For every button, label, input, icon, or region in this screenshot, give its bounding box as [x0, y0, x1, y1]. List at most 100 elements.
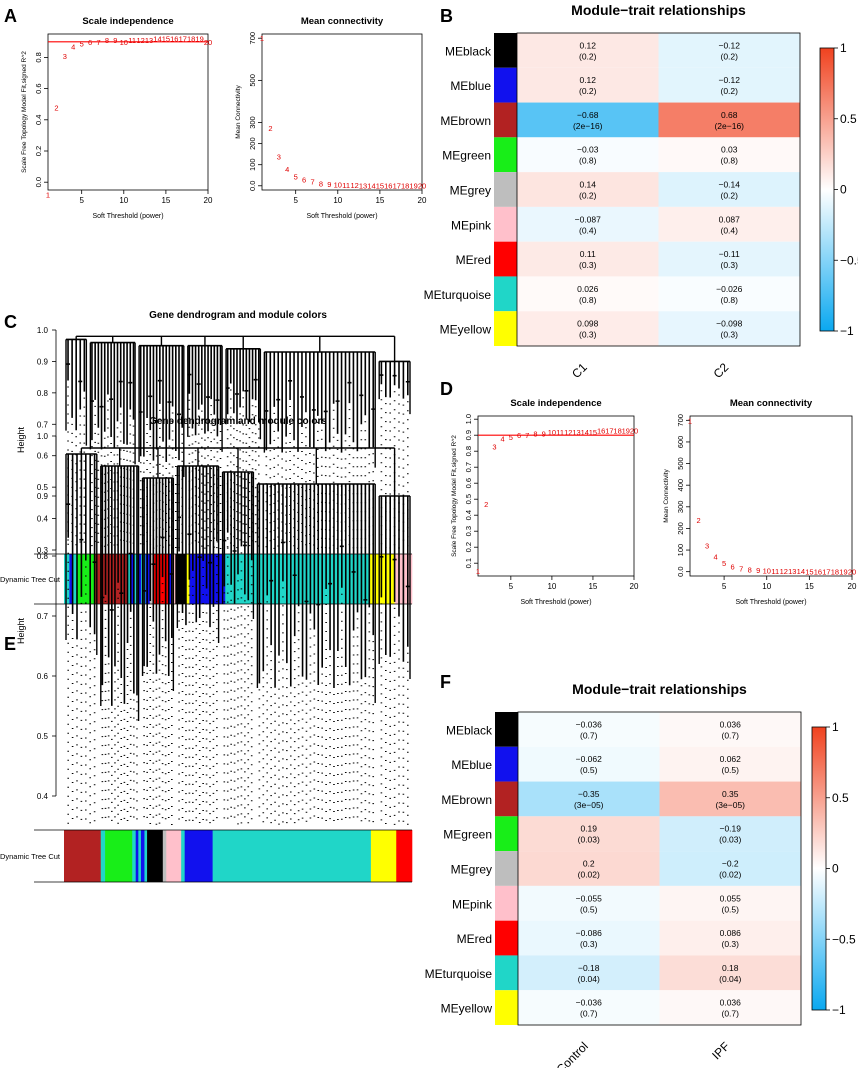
c-dendro-ytick-label: 0.9 — [37, 357, 49, 366]
d-mean-xtick-label: 5 — [722, 582, 727, 591]
d-scale-point-label: 12 — [564, 428, 572, 437]
a-mean-point-label: 8 — [319, 179, 323, 188]
c-dendro-module-color-segment — [152, 554, 170, 604]
c-dendro-cluster-edge — [65, 339, 88, 446]
c-dendro-cluster-edge — [187, 345, 223, 452]
c-dendro-color-bar-label: Dynamic Tree Cut — [0, 575, 61, 584]
d-scale-point-label: 16 — [597, 426, 605, 435]
c-dendro-ytick-label: 0.3 — [37, 546, 49, 555]
f-heatmap-module-label: MEyellow — [441, 1002, 493, 1016]
c-dendro-module-color-segment — [130, 554, 135, 604]
a-mean-point-label: 16 — [384, 182, 392, 191]
f-heatmap-cell — [659, 955, 801, 991]
f-heatmap-frame — [517, 711, 802, 1026]
d-scale-ytick-label: 0.9 — [464, 430, 473, 440]
e-dendro-ytick-label: 0.6 — [37, 672, 49, 681]
a-mean-ytick-label: 300 — [248, 116, 257, 129]
a-mean-xtick-label: 5 — [293, 196, 298, 205]
d-scale-plot-frame — [477, 415, 635, 577]
e-dendro-cluster-edge — [256, 484, 376, 703]
f-heatmap-cell-value: −0.19 — [719, 824, 741, 834]
d-mean-point-label: 14 — [797, 567, 805, 576]
d-scale-ytick-label: 0.8 — [464, 446, 473, 456]
c-dendro-cluster-edge — [89, 342, 136, 465]
d-mean-point-label: 8 — [748, 566, 752, 575]
panel-label-d: D — [440, 379, 453, 399]
f-heatmap-cell-value: 0.036 — [720, 719, 742, 729]
b-heatmap-cell — [658, 67, 800, 103]
d-mean-point-label: 11 — [771, 567, 779, 576]
b-heatmap-cell-pvalue: (0.2) — [721, 86, 739, 96]
d-scale-point-label: 5 — [509, 433, 513, 442]
c-dendro-module-color-segment — [126, 554, 131, 604]
c-dendro-ytick-label: 0.6 — [37, 452, 49, 461]
d-scale-ytick-label: 0.7 — [464, 462, 473, 472]
b-heatmap-module-swatch — [494, 67, 517, 103]
a-mean-point-label: 17 — [393, 182, 401, 191]
f-heatmap-cell-pvalue: (0.03) — [719, 835, 741, 845]
d-mean-point-label: 7 — [739, 564, 743, 573]
f-heatmap-title: Module−trait relationships — [572, 681, 747, 697]
f-heatmap-cell-value: −0.086 — [576, 928, 603, 938]
b-heatmap-module-label: MEblue — [450, 79, 491, 93]
b-heatmap-cell-pvalue: (0.8) — [579, 295, 597, 305]
b-heatmap-cell-value: 0.11 — [580, 249, 596, 259]
b-heatmap-cell — [517, 102, 659, 138]
d-scale-point-label: 3 — [492, 442, 496, 451]
f-heatmap-module-swatch — [495, 712, 518, 747]
b-heatmap-cell-value: 0.087 — [719, 214, 741, 224]
b-heatmap-cell-value: −0.03 — [577, 145, 599, 155]
b-heatmap-cell-value: −0.11 — [719, 249, 740, 259]
e-dendro-module-color-segment — [181, 830, 185, 882]
f-heatmap-cell-pvalue: (0.5) — [722, 765, 740, 775]
d-scale-ytick-label: 0.4 — [464, 510, 473, 520]
a-scale-point-label: 17 — [179, 35, 187, 44]
panel-e-dendrogram: Gene dendrogram and module colors0.40.50… — [0, 416, 413, 883]
b-heatmap-cell-pvalue: (0.3) — [579, 330, 597, 340]
f-heatmap-legend-tick-label: 1 — [832, 720, 839, 734]
d-mean-ylabel: Mean Connectivity — [663, 469, 670, 523]
b-heatmap-module-swatch — [494, 276, 517, 312]
a-scale-xlabel: Soft Threshold (power) — [92, 213, 163, 220]
b-heatmap-cell-pvalue: (0.2) — [579, 191, 597, 201]
a-mean-point-label: 1 — [260, 34, 264, 43]
b-heatmap-cell-value: 0.12 — [579, 40, 596, 50]
f-heatmap-cell — [518, 746, 660, 782]
a-mean-point-label: 14 — [367, 181, 375, 190]
f-heatmap-cell-pvalue: (0.02) — [719, 870, 741, 880]
f-heatmap-cell-pvalue: (0.03) — [578, 835, 600, 845]
b-heatmap-legend-tick-label: 1 — [840, 41, 847, 55]
c-dendro-ytick-label: 0.7 — [37, 420, 49, 429]
f-heatmap-module-swatch — [495, 990, 518, 1025]
f-heatmap-module-label: MEgrey — [451, 863, 492, 877]
panel-label-c: C — [4, 312, 17, 332]
d-mean-xtick-label: 15 — [805, 582, 814, 591]
f-heatmap-module-swatch — [495, 920, 518, 956]
f-heatmap-cell — [659, 851, 801, 886]
c-dendro-module-color-segment — [64, 554, 70, 604]
f-heatmap-module-swatch — [495, 851, 518, 886]
d-scale-point-label: 15 — [589, 428, 597, 437]
b-heatmap-cell-pvalue: (0.4) — [579, 225, 597, 235]
c-dendro-cluster-edge — [225, 348, 262, 440]
a-scale-point-label: 9 — [113, 36, 117, 45]
e-dendro-title: Gene dendrogram and module colors — [149, 416, 327, 427]
d-mean-xtick-label: 20 — [848, 582, 857, 591]
panel-label-e: E — [4, 634, 16, 654]
a-scale-xtick-label: 20 — [204, 196, 213, 205]
b-heatmap-legend-tick-label: −0.5 — [840, 253, 858, 267]
b-heatmap-cell — [658, 33, 800, 68]
a-mean-xtick-label: 10 — [333, 196, 342, 205]
e-dendro-module-color-segment — [147, 830, 164, 882]
e-dendro-module-color-segment — [132, 830, 136, 882]
a-mean-point-label: 11 — [342, 181, 350, 190]
e-dendro-cluster-edge — [221, 472, 255, 619]
d-scale-title: Scale independence — [510, 398, 601, 409]
f-heatmap-cell-value: −0.062 — [576, 754, 603, 764]
c-dendro-root-branch — [75, 335, 396, 362]
f-heatmap-cell — [659, 990, 801, 1025]
a-scale-point-label: 2 — [54, 103, 58, 112]
